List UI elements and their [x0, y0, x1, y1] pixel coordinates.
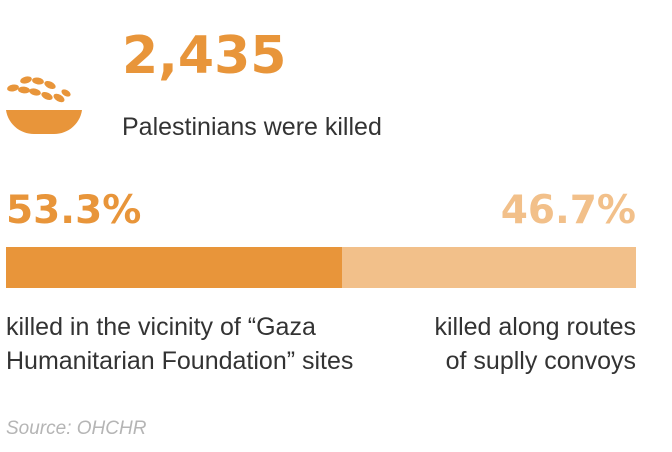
- value-label-convoys: 46.7%: [500, 188, 636, 233]
- killed-count: 2,435: [122, 26, 287, 86]
- value-label-vicinity: 53.3%: [6, 188, 142, 233]
- source-note: Source: OHCHR: [6, 418, 147, 439]
- category-label-vicinity-line-2: Humanitarian Foundation” sites: [6, 347, 354, 375]
- category-label-vicinity: killed in the vicinity of “Gaza Humanita…: [6, 310, 386, 378]
- bar-segment-vicinity: [6, 247, 342, 288]
- stacked-bar: [6, 247, 636, 288]
- category-label-convoys-line-2: of suplly convoys: [445, 347, 636, 375]
- bar-segment-convoys: [341, 247, 636, 288]
- category-label-convoys: killed along routes of suplly convoys: [376, 310, 636, 378]
- category-label-convoys-line-1: killed along routes: [434, 313, 636, 341]
- category-label-vicinity-line-1: killed in the vicinity of “Gaza: [6, 313, 316, 341]
- bowl-of-grain-icon: [6, 76, 82, 134]
- killed-count-caption: Palestinians were killed: [122, 113, 382, 141]
